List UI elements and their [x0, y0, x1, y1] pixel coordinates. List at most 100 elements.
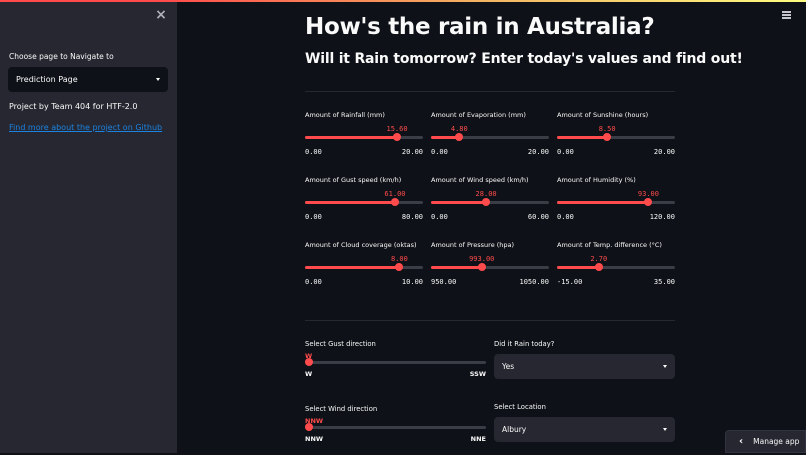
hamburger-menu-icon[interactable]: [782, 11, 791, 19]
numeric-slider[interactable]: Amount of Temp. difference (°C) 2.70 -15.0…: [557, 241, 675, 291]
slider-value: 28.00: [475, 190, 497, 198]
slider-label: Amount of Wind speed (km/h): [431, 176, 529, 184]
slider-fill: [305, 201, 395, 204]
slider-label: Amount of Sunshine (hours): [557, 111, 649, 119]
wind-direction-label: Select Wind direction: [305, 405, 378, 413]
slider-track[interactable]: [557, 263, 675, 271]
slider-value: 8.50: [598, 125, 616, 133]
wind-direction-value: NNW: [305, 417, 324, 425]
slider-track[interactable]: [305, 133, 423, 141]
slider-thumb[interactable]: [305, 358, 313, 366]
slider-max: 80.00: [401, 213, 423, 221]
slider-max: 10.00: [401, 278, 423, 286]
slider-label: Amount of Cloud coverage (oktas): [305, 241, 417, 249]
page-nav-value: Prediction Page: [16, 75, 78, 84]
wind-direction-slider[interactable]: Select Wind direction NNW NNW NNE: [305, 405, 486, 455]
slider-value: 4.80: [450, 125, 468, 133]
chevron-down-icon: [156, 78, 160, 81]
slider-max: 60.00: [527, 213, 549, 221]
gust-direction-label: Select Gust direction: [305, 340, 376, 348]
slider-track[interactable]: [305, 263, 423, 271]
slider-thumb[interactable]: [393, 133, 402, 141]
chevron-down-icon: [663, 365, 667, 368]
manage-app-button[interactable]: ‹ Manage app: [725, 430, 806, 453]
slider-max: 1050.00: [519, 278, 549, 286]
numeric-slider[interactable]: Amount of Evaporation (mm) 4.80 0.00 20.00: [431, 111, 549, 161]
numeric-slider[interactable]: Amount of Sunshine (hours) 8.50 0.00 20.00: [557, 111, 675, 161]
gust-direction-slider[interactable]: Select Gust direction W W SSW: [305, 340, 486, 390]
slider-min: 950.00: [431, 278, 457, 286]
slider-track[interactable]: [305, 423, 486, 431]
gust-direction-min: W: [305, 370, 313, 378]
location-label: Select Location: [494, 403, 546, 411]
slider-track[interactable]: [557, 198, 675, 206]
slider-label: Amount of Gust speed (km/h): [305, 176, 402, 184]
close-sidebar-icon[interactable]: ×: [155, 7, 167, 23]
slider-min: 0.00: [305, 278, 322, 286]
slider-value: 93.00: [637, 190, 659, 198]
slider-fill: [557, 136, 608, 139]
slider-min: 0.00: [431, 213, 448, 221]
top-decoration-bar: [0, 0, 806, 2]
slider-thumb[interactable]: [477, 263, 486, 271]
slider-value: 2.70: [590, 255, 608, 263]
rain-today-label: Did it Rain today?: [494, 340, 555, 348]
numeric-slider[interactable]: Amount of Wind speed (km/h) 28.00 0.00 60.0…: [431, 176, 549, 226]
numeric-slider[interactable]: Amount of Gust speed (km/h) 61.00 0.00 80.0…: [305, 176, 423, 226]
rain-today-field: Did it Rain today? Yes: [494, 340, 675, 379]
slider-value: 61.00: [384, 190, 406, 198]
github-link[interactable]: Find more about the project on Github: [9, 123, 163, 132]
slider-thumb[interactable]: [390, 198, 399, 206]
slider-thumb[interactable]: [305, 423, 313, 431]
slider-min: 0.00: [305, 213, 322, 221]
rain-today-select[interactable]: Yes: [494, 354, 675, 379]
slider-label: Amount of Pressure (hpa): [431, 241, 515, 249]
numeric-slider[interactable]: Amount of Humidity (%) 93.00 0.00 120.00: [557, 176, 675, 226]
slider-track[interactable]: [431, 198, 549, 206]
wind-direction-max: NNE: [470, 435, 486, 443]
slider-fill: [431, 266, 482, 269]
location-select[interactable]: Albury: [494, 417, 675, 442]
slider-thumb[interactable]: [482, 198, 491, 206]
slider-thumb[interactable]: [644, 198, 653, 206]
slider-max: 20.00: [527, 148, 549, 156]
slider-min: 0.00: [557, 213, 574, 221]
rain-today-value: Yes: [502, 362, 515, 371]
numeric-slider[interactable]: Amount of Cloud coverage (oktas) 8.00 0.00…: [305, 241, 423, 291]
slider-label: Amount of Temp. difference (°C): [557, 241, 662, 249]
slider-thumb[interactable]: [594, 263, 603, 271]
slider-track[interactable]: [305, 358, 486, 366]
slider-track[interactable]: [431, 263, 549, 271]
slider-min: -15.00: [557, 278, 583, 286]
slider-label: Amount of Evaporation (mm): [431, 111, 526, 119]
slider-thumb[interactable]: [395, 263, 404, 271]
chevron-left-icon: ‹: [739, 436, 744, 447]
project-credit: Project by Team 404 for HTF-2.0: [9, 102, 138, 111]
page-nav-select[interactable]: Prediction Page: [8, 67, 168, 92]
slider-track[interactable]: [557, 133, 675, 141]
slider-thumb[interactable]: [455, 133, 464, 141]
slider-track[interactable]: [431, 133, 549, 141]
gust-direction-value: W: [305, 352, 313, 360]
slider-fill: [431, 136, 460, 139]
slider-value: 8.00: [390, 255, 408, 263]
slider-value: 15.60: [386, 125, 408, 133]
manage-app-label: Manage app: [753, 437, 800, 446]
slider-thumb[interactable]: [603, 133, 612, 141]
page-subtitle: Will it Rain tomorrow? Enter today's val…: [305, 51, 743, 67]
chevron-down-icon: [663, 428, 667, 431]
slider-label: Amount of Humidity (%): [557, 176, 636, 184]
slider-max: 120.00: [649, 213, 675, 221]
numeric-slider[interactable]: Amount of Rainfall (mm) 15.60 0.00 20.00: [305, 111, 423, 161]
slider-max: 20.00: [401, 148, 423, 156]
slider-max: 35.00: [653, 278, 675, 286]
slider-fill: [305, 136, 398, 139]
slider-label: Amount of Rainfall (mm): [305, 111, 385, 119]
slider-fill: [557, 266, 599, 269]
numeric-slider[interactable]: Amount of Pressure (hpa) 993.00 950.00 1050…: [431, 241, 549, 291]
slider-track[interactable]: [305, 198, 423, 206]
slider-min: 0.00: [431, 148, 448, 156]
page-title: How's the rain in Australia?: [305, 14, 655, 40]
nav-label: Choose page to Navigate to: [9, 52, 114, 61]
slider-value: 993.00: [469, 255, 495, 263]
